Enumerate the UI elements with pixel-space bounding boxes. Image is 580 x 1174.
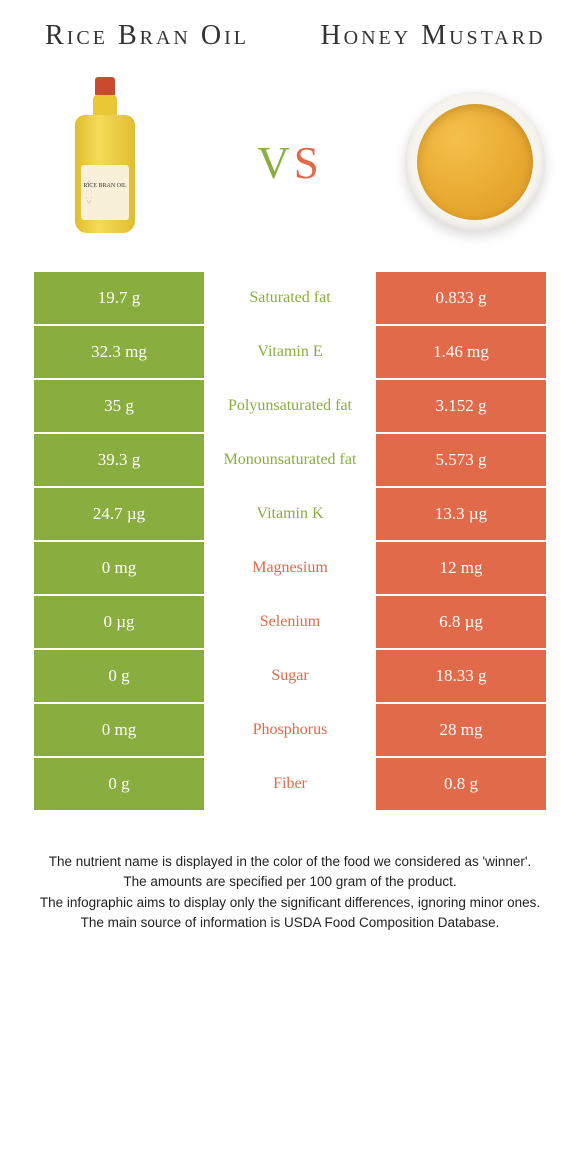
images-row: RICE BRAN OIL vs bbox=[0, 62, 580, 272]
left-value: 0 g bbox=[34, 758, 204, 810]
left-value: 0 mg bbox=[34, 542, 204, 594]
mustard-bowl-icon bbox=[400, 82, 550, 232]
footer-line-3: The infographic aims to display only the… bbox=[30, 893, 550, 913]
nutrient-label: Polyunsaturated fat bbox=[204, 380, 376, 432]
left-value: 32.3 mg bbox=[34, 326, 204, 378]
footer-line-2: The amounts are specified per 100 gram o… bbox=[30, 872, 550, 892]
left-value: 0 mg bbox=[34, 704, 204, 756]
table-row: 35 gPolyunsaturated fat3.152 g bbox=[34, 380, 546, 434]
nutrient-label: Vitamin E bbox=[204, 326, 376, 378]
nutrient-label: Phosphorus bbox=[204, 704, 376, 756]
vs-v: v bbox=[257, 121, 294, 192]
right-value: 12 mg bbox=[376, 542, 546, 594]
oil-bottle-icon: RICE BRAN OIL bbox=[65, 77, 145, 237]
left-value: 39.3 g bbox=[34, 434, 204, 486]
left-value: 35 g bbox=[34, 380, 204, 432]
nutrient-label: Fiber bbox=[204, 758, 376, 810]
table-row: 32.3 mgVitamin E1.46 mg bbox=[34, 326, 546, 380]
left-product-image: RICE BRAN OIL bbox=[30, 72, 180, 242]
table-row: 19.7 gSaturated fat0.833 g bbox=[34, 272, 546, 326]
right-value: 3.152 g bbox=[376, 380, 546, 432]
table-row: 0 µgSelenium6.8 µg bbox=[34, 596, 546, 650]
vs-label: vs bbox=[257, 120, 323, 194]
nutrient-label: Selenium bbox=[204, 596, 376, 648]
nutrient-label: Sugar bbox=[204, 650, 376, 702]
right-value: 6.8 µg bbox=[376, 596, 546, 648]
footer-line-4: The main source of information is USDA F… bbox=[30, 913, 550, 933]
table-row: 0 mgPhosphorus28 mg bbox=[34, 704, 546, 758]
comparison-table: 19.7 gSaturated fat0.833 g32.3 mgVitamin… bbox=[34, 272, 546, 812]
table-row: 0 gFiber0.8 g bbox=[34, 758, 546, 812]
nutrient-label: Saturated fat bbox=[204, 272, 376, 324]
left-value: 19.7 g bbox=[34, 272, 204, 324]
nutrient-label: Magnesium bbox=[204, 542, 376, 594]
nutrient-label: Vitamin K bbox=[204, 488, 376, 540]
table-row: 39.3 gMonounsaturated fat5.573 g bbox=[34, 434, 546, 488]
table-row: 0 gSugar18.33 g bbox=[34, 650, 546, 704]
bottle-label-text: RICE BRAN OIL bbox=[81, 165, 129, 220]
right-value: 13.3 µg bbox=[376, 488, 546, 540]
right-value: 0.8 g bbox=[376, 758, 546, 810]
right-value: 18.33 g bbox=[376, 650, 546, 702]
right-value: 28 mg bbox=[376, 704, 546, 756]
right-value: 1.46 mg bbox=[376, 326, 546, 378]
table-row: 0 mgMagnesium12 mg bbox=[34, 542, 546, 596]
left-value: 0 g bbox=[34, 650, 204, 702]
right-value: 0.833 g bbox=[376, 272, 546, 324]
right-title: Honey Mustard bbox=[316, 20, 550, 52]
left-title: Rice Bran Oil bbox=[30, 20, 264, 52]
right-value: 5.573 g bbox=[376, 434, 546, 486]
right-product-image bbox=[400, 72, 550, 242]
left-value: 24.7 µg bbox=[34, 488, 204, 540]
vs-s: s bbox=[294, 121, 323, 192]
footer-line-1: The nutrient name is displayed in the co… bbox=[30, 852, 550, 872]
nutrient-label: Monounsaturated fat bbox=[204, 434, 376, 486]
left-value: 0 µg bbox=[34, 596, 204, 648]
header: Rice Bran Oil Honey Mustard bbox=[0, 0, 580, 62]
footer: The nutrient name is displayed in the co… bbox=[0, 812, 580, 933]
table-row: 24.7 µgVitamin K13.3 µg bbox=[34, 488, 546, 542]
